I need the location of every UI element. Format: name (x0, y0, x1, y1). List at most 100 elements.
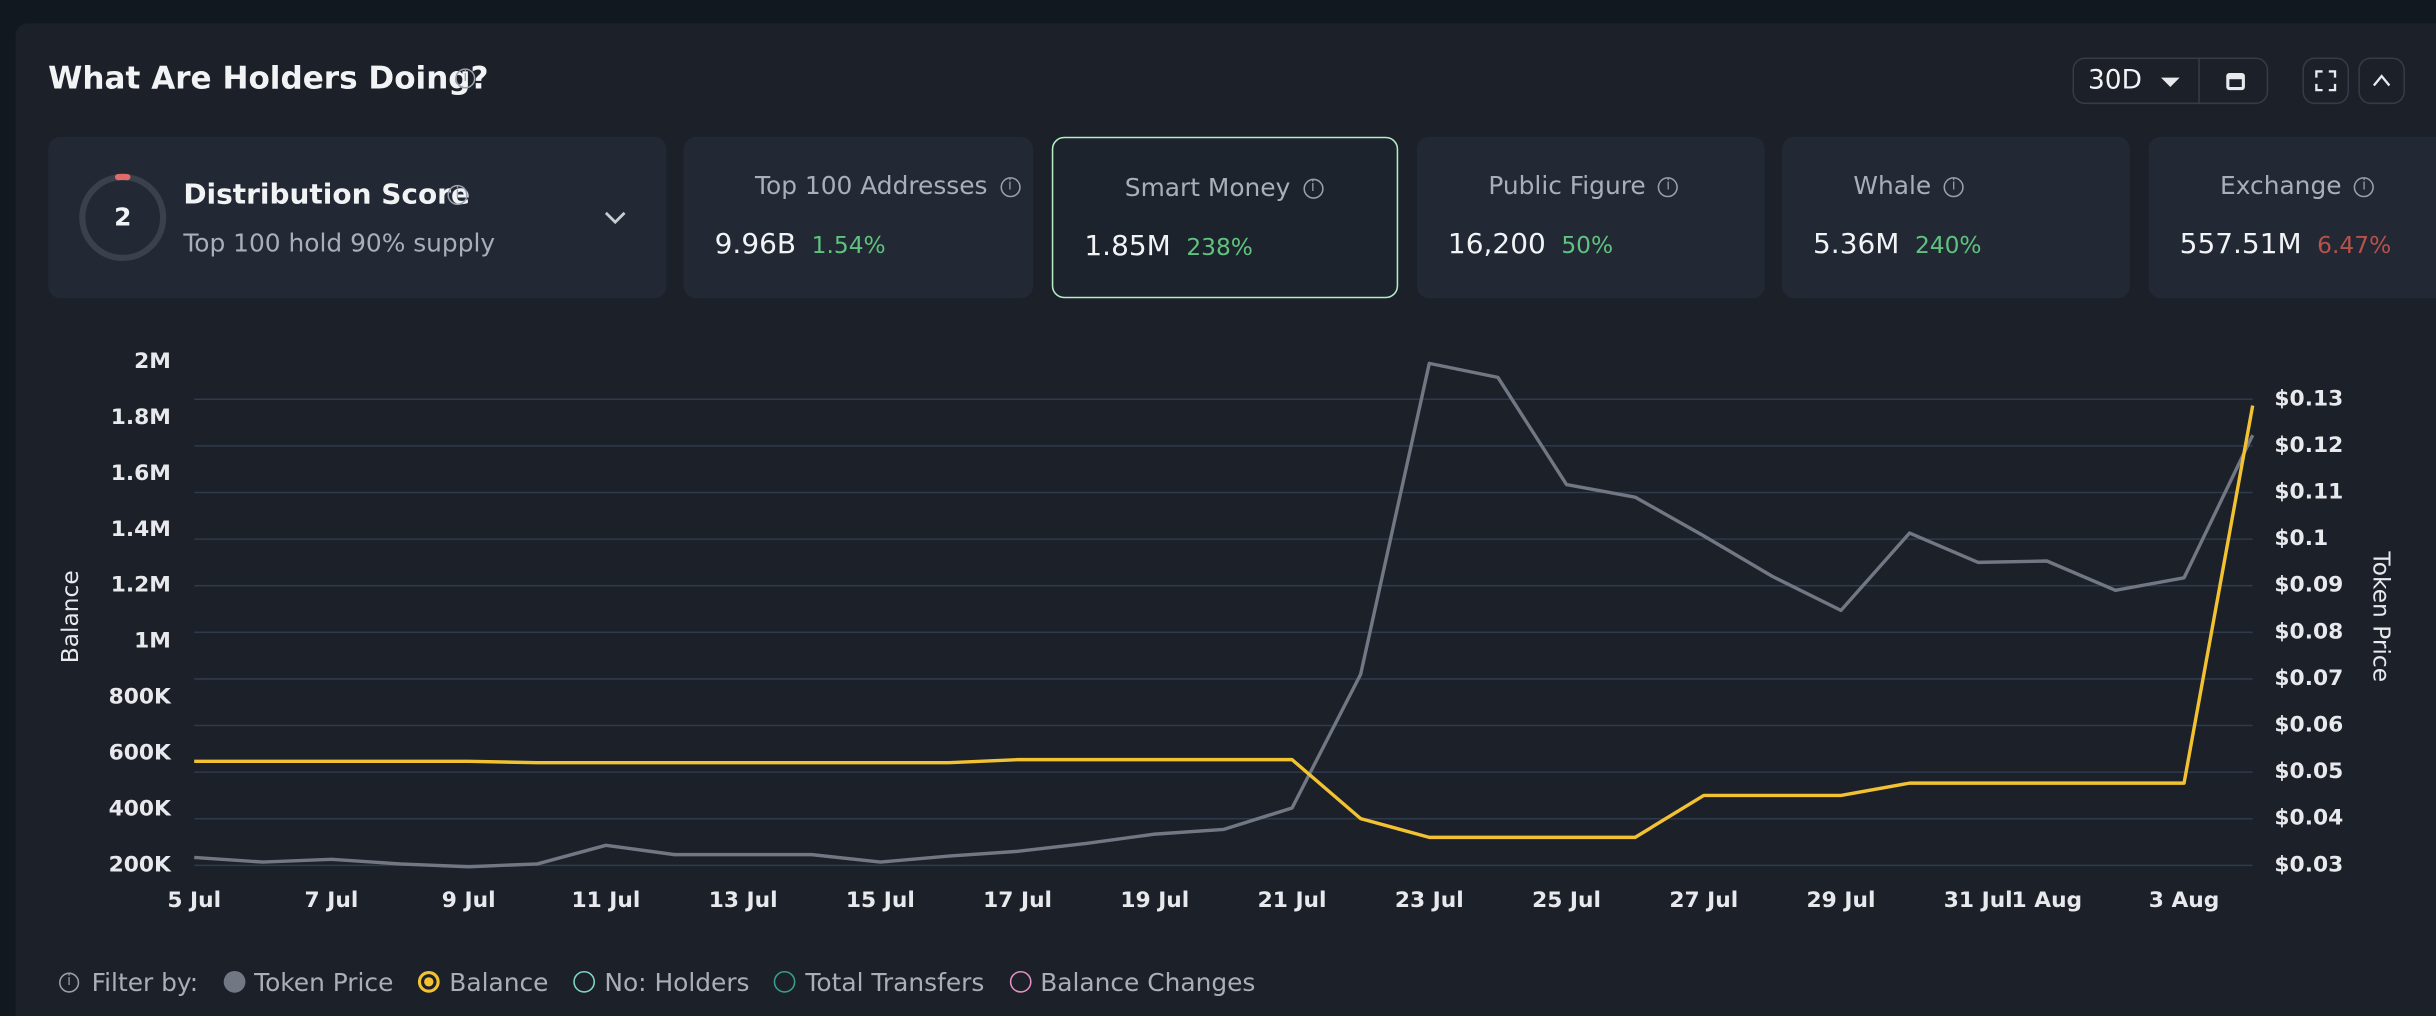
filter-item[interactable]: Total Transfers (774, 967, 984, 997)
card-label: Whale i (1853, 171, 1964, 200)
card-label: Smart Money i (1125, 172, 1323, 202)
filter-swatch (1009, 970, 1031, 993)
x-tick-label: 23 Jul (1395, 888, 1464, 913)
y2-tick-label: $0.08 (2274, 619, 2343, 644)
filter-swatch (573, 970, 596, 993)
legend-item[interactable]: Token Price (223, 967, 393, 997)
score-label: Distribution Score (183, 178, 470, 212)
card-change: 240% (1914, 231, 1982, 260)
section-title: What Are Holders Doing? (48, 59, 489, 97)
distribution-card[interactable]: 2 Distribution Score i Top 100 hold 90% … (48, 136, 667, 299)
x-tick-label: 25 Jul (1532, 888, 1601, 913)
y2-tick-label: $0.04 (2274, 806, 2343, 831)
calendar-icon[interactable] (2223, 68, 2248, 93)
card-value-text: 557.51M (2179, 228, 2302, 262)
y-tick-label: 1.2M (111, 573, 171, 598)
card-label: Public Figure i (1488, 171, 1679, 200)
filter-label: No: Holders (604, 967, 750, 997)
expand-chevron[interactable] (603, 208, 628, 227)
card-label: Exchange i (2220, 171, 2375, 200)
legend-swatch (223, 970, 245, 993)
info-icon[interactable]: i (1943, 177, 1964, 198)
legend-swatch-dot (424, 977, 434, 987)
info-icon[interactable]: i (455, 68, 476, 89)
series-line (194, 405, 2255, 840)
y-tick-label: 1M (134, 629, 171, 654)
card-value: 5.36M 240% (1813, 228, 1982, 262)
card-label: Top 100 Addresses i (755, 171, 1021, 200)
legend-item[interactable]: Balance (418, 967, 548, 997)
card-value-text: 9.96B (714, 228, 797, 262)
card-change: 1.54% (811, 231, 886, 260)
fullscreen-button[interactable] (2302, 57, 2350, 105)
metric-card[interactable]: Top 100 Addresses i 9.96B 1.54% (683, 136, 1034, 299)
x-tick-label: 5 Jul (167, 888, 221, 913)
legend-label: Balance (449, 967, 549, 997)
info-icon[interactable]: i (2353, 177, 2375, 198)
period-control[interactable]: 30D (2072, 57, 2269, 105)
y2-tick-label: $0.13 (2274, 386, 2343, 411)
x-tick-label: 9 Jul (442, 888, 496, 913)
card-value: 16,200 50% (1448, 228, 1613, 262)
metric-card[interactable]: Public Figure i 16,200 50% (1416, 136, 1765, 299)
y2-tick-label: $0.12 (2274, 433, 2343, 458)
dropdown-arrow (2161, 77, 2180, 88)
card-change: 6.47% (2317, 231, 2392, 260)
y2-axis-label: Token Price (2368, 551, 2395, 683)
info-icon[interactable]: i (59, 971, 80, 992)
filter-label: Total Transfers (805, 967, 985, 997)
x-tick-label: 13 Jul (709, 888, 778, 913)
y-tick-label: 1.4M (111, 517, 171, 542)
legend-swatch (418, 970, 440, 993)
y-tick-label: 400K (109, 796, 172, 821)
y2-tick-label: $0.09 (2274, 573, 2343, 598)
x-tick-label: 11 Jul (571, 888, 640, 913)
x-tick-label: 7 Jul (305, 888, 359, 913)
y-tick-label: 1.6M (111, 461, 171, 486)
card-change: 50% (1561, 231, 1614, 260)
card-value: 1.85M 238% (1084, 230, 1253, 264)
x-tick-label: 31 Jul (1944, 888, 2013, 913)
card-value: 9.96B 1.54% (715, 228, 886, 262)
y-axis-label: Balance (57, 570, 84, 663)
info-icon[interactable]: i (447, 184, 468, 206)
y-tick-label: 1.8M (111, 405, 171, 430)
metric-card[interactable]: Whale i 5.36M 240% (1781, 136, 2130, 299)
info-icon[interactable]: i (1658, 177, 1679, 198)
y2-tick-label: $0.06 (2274, 713, 2343, 738)
info-icon[interactable]: i (999, 177, 1021, 198)
y2-tick-label: $0.11 (2274, 479, 2343, 504)
x-tick-label: 17 Jul (983, 888, 1052, 913)
x-tick-label: 1 Aug (2012, 888, 2083, 913)
legend-label: Token Price (254, 967, 394, 997)
score-gauge (79, 173, 167, 262)
y-tick-label: 2M (134, 349, 171, 374)
filter-label: Balance Changes (1040, 967, 1256, 997)
card-value-text: 1.85M (1084, 229, 1171, 263)
y2-tick-label: $0.07 (2274, 666, 2343, 691)
score-value: 2 (114, 201, 132, 232)
card-change: 238% (1186, 233, 1253, 262)
metric-card[interactable]: Smart Money i 1.85M 238% (1051, 136, 1399, 299)
y2-tick-label: $0.03 (2274, 852, 2343, 877)
metric-card[interactable]: Exchange i 557.51M 6.47% (2148, 136, 2436, 299)
x-tick-label: 21 Jul (1258, 888, 1327, 913)
period-label: 30D (2088, 65, 2142, 97)
info-icon[interactable]: i (1302, 178, 1323, 199)
x-tick-label: 29 Jul (1807, 888, 1876, 913)
series-line (194, 361, 2255, 869)
filter-row: i Filter by: Token Price Balance No: Holde… (59, 966, 1255, 997)
card-value-text: 16,200 (1447, 228, 1546, 262)
x-tick-label: 19 Jul (1120, 888, 1189, 913)
filter-item[interactable]: Balance Changes (1009, 967, 1255, 997)
x-tick-label: 3 Aug (2149, 888, 2220, 913)
y-tick-label: 600K (109, 740, 172, 765)
x-tick-label: 27 Jul (1669, 888, 1738, 913)
y-tick-label: 800K (109, 685, 172, 710)
score-caption: Top 100 hold 90% supply (183, 228, 496, 258)
collapse-button[interactable] (2358, 57, 2405, 105)
filter-item[interactable]: No: Holders (573, 967, 750, 997)
card-value-text: 5.36M (1813, 228, 1900, 262)
